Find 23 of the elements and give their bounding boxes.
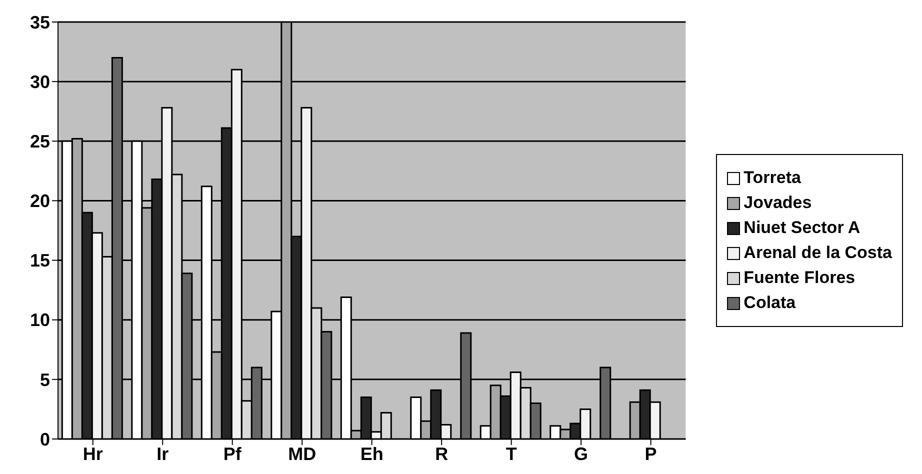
x-tick-label: T <box>506 444 517 464</box>
y-tick-label: 20 <box>30 191 50 212</box>
y-tick-label: 10 <box>30 310 50 330</box>
legend-label: Jovades <box>744 193 812 213</box>
x-tick-label: Ir <box>156 444 169 464</box>
legend-label: Niuet Sector A <box>744 218 860 238</box>
legend-label: Arenal de la Costa <box>744 243 892 263</box>
y-tick-label: 30 <box>30 72 50 92</box>
x-tick-label: Hr <box>82 444 103 464</box>
x-tick-label: Eh <box>360 444 384 464</box>
x-tick-label: G <box>574 444 588 464</box>
legend-label: Fuente Flores <box>744 268 856 288</box>
y-tick-label: 15 <box>30 250 50 271</box>
x-tick-label: R <box>435 444 448 464</box>
y-tick-label: 0 <box>40 429 50 450</box>
legend-label: Torreta <box>744 168 801 188</box>
y-tick-label: 5 <box>40 370 50 390</box>
legend-label: Colata <box>744 293 796 313</box>
x-tick-label: MD <box>288 444 316 464</box>
x-tick-label: P <box>644 444 657 464</box>
y-tick-label: 35 <box>30 12 50 32</box>
x-tick-label: Pf <box>223 444 242 464</box>
y-tick-label: 25 <box>30 132 50 152</box>
